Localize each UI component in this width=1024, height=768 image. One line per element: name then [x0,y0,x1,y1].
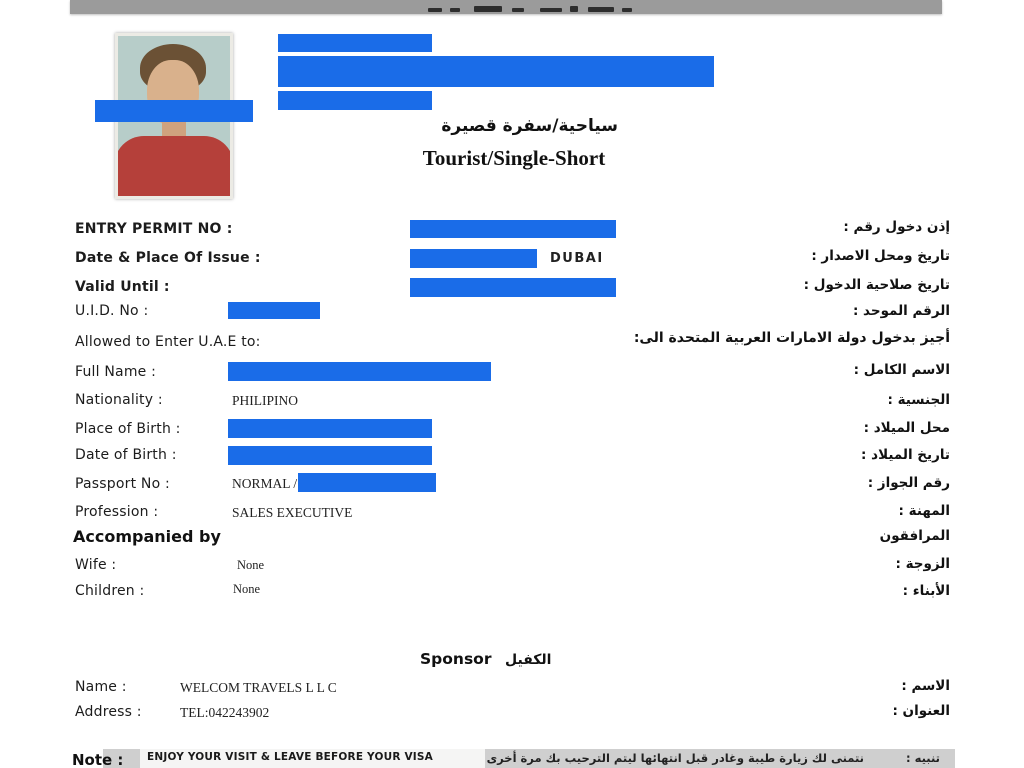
label-nationality: Nationality : [75,392,163,408]
label-ar-profession: المهنة : [898,503,950,519]
label-valid-until: Valid Until : [75,279,170,295]
label-note: Note : [72,751,124,768]
label-ar-place-of-birth: محل الميلاد : [863,420,950,436]
visa-type-title-arabic: سياحية/سفرة قصيرة [441,116,618,136]
clipped-glyph [540,8,562,12]
label-ar-sponsor-address: العنوان : [892,703,950,719]
clipped-glyph [622,8,632,12]
label-ar-wife: الزوجة : [895,556,950,572]
value-children: None [233,582,261,596]
label-ar-sponsor-name: الاسم : [901,678,950,694]
label-date-of-birth: Date of Birth : [75,447,177,463]
label-ar-entry-permit-no: إذن دخول رقم : [843,219,950,235]
heading-sponsor-arabic: الكفيل [505,652,552,668]
label-children: Children : [75,583,145,599]
label-entry-permit-no: ENTRY PERMIT NO : [75,221,233,237]
redaction-bar-place-of-birth [228,419,432,438]
label-ar-date-place-of-issue: تاريخ ومحل الاصدار : [811,248,950,264]
heading-ar-accompanied-by: المرافقون [879,528,950,544]
redaction-bar-passport-no [298,473,436,492]
note-text-english: ENJOY YOUR VISIT & LEAVE BEFORE YOUR VIS… [147,751,433,763]
document-top-bar-clipped [70,0,942,14]
clipped-glyph [428,8,442,12]
note-prefix-arabic: تنبيه : [906,751,940,765]
redaction-bar-full-name [228,362,491,381]
label-ar-passport-no: رقم الجواز : [867,475,950,491]
value-passport-type: NORMAL / [232,476,298,491]
label-ar-uid-no: الرقم الموحد : [852,303,950,319]
label-ar-full-name: الاسم الكامل : [853,362,950,378]
label-passport-no: Passport No : [75,476,170,492]
redaction-bar-entry-permit-no [410,220,616,238]
value-profession: SALES EXECUTIVE [232,505,353,520]
value-nationality: PHILIPINO [232,393,298,408]
label-sponsor-address: Address : [75,704,142,720]
label-sponsor-name: Name : [75,679,127,695]
label-ar-valid-until: تاريخ صلاحية الدخول : [803,277,950,293]
value-sponsor-address: TEL:042243902 [180,705,270,720]
heading-accompanied-by: Accompanied by [73,527,221,546]
label-uid-no: U.I.D. No : [75,303,149,319]
redaction-bar-photo-eyes [95,100,253,122]
label-ar-nationality: الجنسية : [887,392,950,408]
clipped-glyph [450,8,460,12]
redaction-bar-header-1 [278,34,432,52]
label-wife: Wife : [75,557,117,573]
label-ar-children: الأبناء : [902,583,950,599]
value-place-of-issue: DUBAI [550,251,604,266]
clipped-glyph [570,6,578,12]
clipped-glyph [512,8,524,12]
photo-shirt [118,136,230,196]
label-ar-date-of-birth: تاريخ الميلاد : [861,447,950,463]
label-date-place-of-issue: Date & Place Of Issue : [75,250,261,266]
redaction-bar-date-of-birth [228,446,432,465]
note-english-backdrop [140,749,485,768]
redaction-bar-uid [228,302,320,319]
clipped-glyph [588,7,614,12]
label-full-name: Full Name : [75,364,157,380]
value-sponsor-name: WELCOM TRAVELS L L C [180,680,337,695]
redaction-bar-issue-date [410,249,537,268]
label-profession: Profession : [75,504,159,520]
label-ar-allowed-to-enter: أجيز بدخول دولة الامارات العربية المتحدة… [633,330,950,346]
heading-sponsor: Sponsor [420,650,492,668]
label-place-of-birth: Place of Birth : [75,421,181,437]
value-wife: None [237,558,265,572]
photo-neck [162,120,186,140]
visa-type-title-english: Tourist/Single-Short [422,146,606,170]
redaction-bar-header-3 [278,91,432,110]
label-allowed-to-enter: Allowed to Enter U.A.E to: [75,334,261,350]
clipped-glyph [474,6,502,12]
redaction-bar-valid-until [410,278,616,297]
redaction-bar-header-2 [278,56,714,87]
note-text-arabic: نتمنى لك زيارة طيبة وغادر قبل انتهائها ل… [486,751,864,765]
